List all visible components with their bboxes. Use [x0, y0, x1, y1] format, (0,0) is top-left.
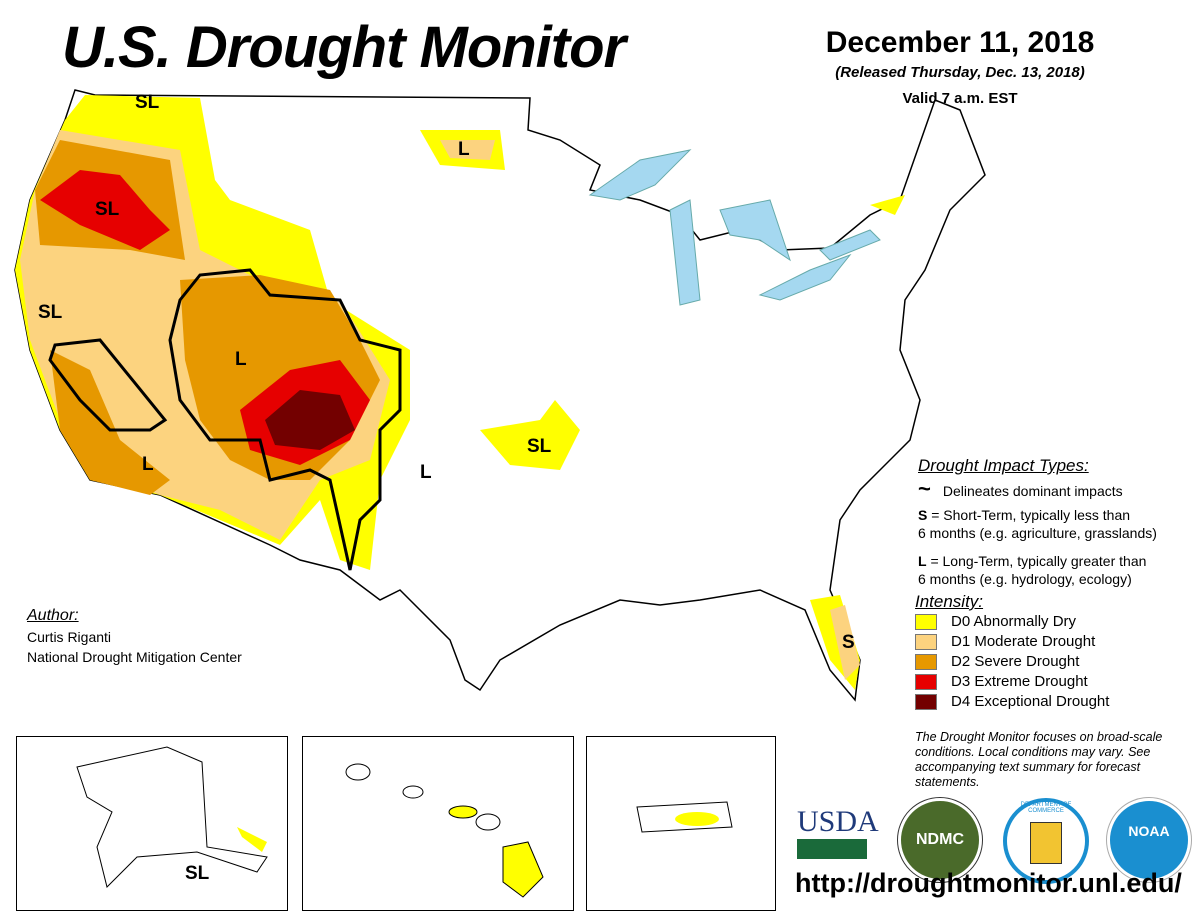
commerce-shield-icon	[1030, 822, 1062, 864]
great-lakes	[588, 149, 881, 306]
legend-d0: D0 Abnormally Dry	[915, 613, 1109, 633]
short-key: S	[918, 507, 928, 523]
map-label-ca: SL	[38, 302, 63, 323]
commerce-logo: DEPARTMENT OF COMMERCE	[1003, 798, 1089, 884]
hawaii-inset	[302, 736, 574, 911]
legend-label: D3 Extreme Drought	[951, 673, 1088, 690]
noaa-logo: NOAA	[1106, 797, 1192, 883]
intensity-legend: D0 Abnormally Dry D1 Moderate Drought D2…	[915, 613, 1109, 713]
map-label-ks: SL	[527, 436, 552, 457]
swatch-d2	[915, 654, 937, 671]
author-name: Curtis Riganti	[27, 629, 112, 645]
puerto-rico-inset	[586, 736, 776, 911]
legend-d1: D1 Moderate Drought	[915, 633, 1109, 653]
short-term-text: S = Short-Term, typically less than 6 mon…	[918, 506, 1200, 542]
map-label-ak: SL	[185, 863, 210, 884]
long-key: L	[918, 553, 927, 569]
legend-label: D0 Abnormally Dry	[951, 613, 1077, 630]
alaska-inset: SL	[16, 736, 288, 911]
map-label-or: SL	[95, 199, 120, 220]
page-title: U.S. Drought Monitor	[62, 15, 626, 80]
delineates-row: ~ Delineates dominant impacts	[918, 478, 1123, 500]
usda-field-graphic	[797, 839, 867, 859]
legend-label: D1 Moderate Drought	[951, 633, 1096, 650]
ndmc-logo: NDMC	[897, 797, 983, 883]
website-url[interactable]: http://droughtmonitor.unl.edu/	[795, 868, 1182, 898]
disclaimer-note: The Drought Monitor focuses on broad-sca…	[915, 730, 1163, 789]
legend-d4: D4 Exceptional Drought	[915, 693, 1109, 713]
legend-label: D4 Exceptional Drought	[951, 693, 1110, 710]
release-date: (Released Thursday, Dec. 13, 2018)	[835, 64, 1085, 81]
impact-types-heading: Drought Impact Types:	[918, 456, 1089, 475]
author-org: National Drought Mitigation Center	[27, 649, 242, 665]
short-line1: = Short-Term, typically less than	[927, 507, 1131, 523]
commerce-text: DEPARTMENT OF COMMERCE	[1020, 802, 1072, 814]
map-label-sca: L	[142, 454, 154, 475]
short-line2: 6 months (e.g. agriculture, grasslands)	[918, 525, 1157, 541]
usda-text: USDA	[797, 805, 879, 838]
map-label-fl: S	[842, 632, 855, 653]
valid-time: Valid 7 a.m. EST	[902, 90, 1018, 107]
impact-boundary-nv	[48, 338, 168, 432]
legend-label: D2 Severe Drought	[951, 653, 1080, 670]
intensity-heading: Intensity:	[915, 592, 984, 611]
map-label-wa: SL	[135, 92, 160, 113]
tilde-line-icon: ~	[918, 476, 931, 501]
drought-areas	[15, 95, 905, 690]
author-block: Author: Curtis Riganti National Drought …	[27, 607, 242, 665]
map-label-nm: L	[420, 462, 432, 483]
map-date: December 11, 2018	[825, 26, 1095, 59]
long-term-text: L = Long-Term, typically greater than 6 m…	[918, 552, 1200, 588]
map-label-nd: L	[458, 139, 470, 160]
long-line2: 6 months (e.g. hydrology, ecology)	[918, 571, 1132, 587]
map-label-ut: L	[235, 349, 247, 370]
swatch-d1	[915, 634, 937, 651]
swatch-d0	[915, 614, 937, 631]
delineates-text: Delineates dominant impacts	[942, 483, 1123, 499]
legend-d3: D3 Extreme Drought	[915, 673, 1109, 693]
author-heading: Author:	[27, 607, 79, 624]
usda-logo: USDA	[797, 805, 879, 859]
swatch-d3	[915, 674, 937, 691]
long-line1: = Long-Term, typically greater than	[926, 553, 1147, 569]
legend-d2: D2 Severe Drought	[915, 653, 1109, 673]
impact-boundary-west	[168, 268, 402, 571]
swatch-d4	[915, 694, 937, 711]
